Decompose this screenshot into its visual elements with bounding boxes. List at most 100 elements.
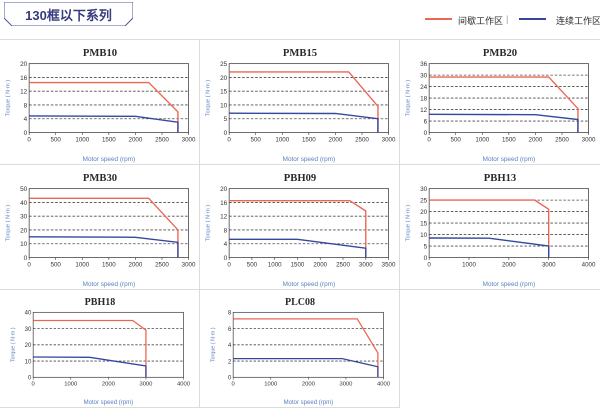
svg-text:0: 0 xyxy=(232,382,236,388)
svg-text:15: 15 xyxy=(420,221,428,228)
svg-text:Motor speed (rpm): Motor speed (rpm) xyxy=(483,281,535,288)
svg-text:Torque ( N·m ): Torque ( N·m ) xyxy=(405,80,411,117)
svg-text:15: 15 xyxy=(220,89,228,96)
svg-text:1000: 1000 xyxy=(275,136,289,143)
svg-text:1000: 1000 xyxy=(64,382,78,388)
svg-text:50: 50 xyxy=(20,186,28,193)
svg-text:30: 30 xyxy=(25,327,32,333)
svg-text:500: 500 xyxy=(251,136,262,143)
svg-text:0: 0 xyxy=(427,261,431,268)
svg-text:Motor speed (rpm): Motor speed (rpm) xyxy=(284,400,333,406)
svg-text:PMB20: PMB20 xyxy=(483,48,517,59)
svg-text:36: 36 xyxy=(420,61,428,68)
svg-text:30: 30 xyxy=(420,73,428,80)
svg-text:2000: 2000 xyxy=(129,261,143,268)
svg-text:8: 8 xyxy=(24,102,28,109)
svg-text:3000: 3000 xyxy=(359,261,373,268)
svg-text:2000: 2000 xyxy=(129,136,143,143)
svg-text:1500: 1500 xyxy=(291,261,305,268)
svg-text:2000: 2000 xyxy=(302,382,316,388)
svg-text:2500: 2500 xyxy=(155,261,169,268)
svg-text:500: 500 xyxy=(51,136,62,143)
svg-text:10: 10 xyxy=(20,241,28,248)
svg-text:3000: 3000 xyxy=(382,136,396,143)
svg-text:0: 0 xyxy=(427,136,431,143)
svg-text:2000: 2000 xyxy=(529,136,543,143)
svg-text:2000: 2000 xyxy=(102,382,116,388)
svg-text:20: 20 xyxy=(420,209,428,216)
svg-text:1500: 1500 xyxy=(502,136,516,143)
svg-text:0: 0 xyxy=(32,382,36,388)
svg-text:20: 20 xyxy=(25,343,32,349)
svg-text:10: 10 xyxy=(420,232,428,239)
svg-text:3000: 3000 xyxy=(339,382,353,388)
svg-text:500: 500 xyxy=(247,261,258,268)
svg-text:Torque ( N·m ): Torque ( N·m ) xyxy=(405,205,411,242)
svg-text:1000: 1000 xyxy=(75,261,89,268)
svg-text:3000: 3000 xyxy=(582,136,596,143)
svg-text:1500: 1500 xyxy=(102,136,116,143)
svg-text:20: 20 xyxy=(20,61,28,68)
svg-text:12: 12 xyxy=(420,107,428,114)
svg-text:2000: 2000 xyxy=(313,261,327,268)
svg-text:6: 6 xyxy=(424,118,428,125)
svg-text:0: 0 xyxy=(28,376,32,382)
svg-text:2000: 2000 xyxy=(329,136,343,143)
svg-text:2500: 2500 xyxy=(336,261,350,268)
svg-text:Motor speed (rpm): Motor speed (rpm) xyxy=(83,281,135,288)
svg-text:Torque ( N·m ): Torque ( N·m ) xyxy=(205,205,211,242)
svg-text:3000: 3000 xyxy=(182,136,196,143)
svg-text:20: 20 xyxy=(220,75,228,82)
svg-text:4000: 4000 xyxy=(177,382,191,388)
svg-text:25: 25 xyxy=(420,198,428,205)
svg-text:40: 40 xyxy=(25,311,32,317)
svg-text:PLC08: PLC08 xyxy=(285,297,315,308)
svg-text:1000: 1000 xyxy=(475,136,489,143)
svg-text:4000: 4000 xyxy=(377,382,391,388)
svg-text:2500: 2500 xyxy=(555,136,569,143)
svg-text:1500: 1500 xyxy=(102,261,116,268)
svg-text:2: 2 xyxy=(228,359,232,365)
svg-text:3000: 3000 xyxy=(139,382,153,388)
svg-text:4: 4 xyxy=(228,343,232,349)
svg-text:2500: 2500 xyxy=(155,136,169,143)
svg-text:0: 0 xyxy=(227,261,231,268)
svg-text:Torque ( N·m ): Torque ( N·m ) xyxy=(5,205,11,242)
svg-text:1500: 1500 xyxy=(302,136,316,143)
svg-text:Motor speed (rpm): Motor speed (rpm) xyxy=(283,281,335,288)
svg-text:18: 18 xyxy=(420,96,428,103)
svg-text:1000: 1000 xyxy=(268,261,282,268)
svg-text:20: 20 xyxy=(220,186,228,193)
svg-text:Torque ( N·m ): Torque ( N·m ) xyxy=(205,80,211,117)
svg-text:1000: 1000 xyxy=(264,382,278,388)
svg-text:4: 4 xyxy=(224,241,228,248)
svg-text:16: 16 xyxy=(20,75,28,82)
svg-text:24: 24 xyxy=(420,84,428,91)
svg-text:Motor speed (rpm): Motor speed (rpm) xyxy=(83,156,135,163)
svg-text:6: 6 xyxy=(228,327,232,333)
svg-text:20: 20 xyxy=(20,227,28,234)
svg-text:8: 8 xyxy=(228,311,232,317)
svg-text:PBH18: PBH18 xyxy=(85,297,116,308)
svg-text:500: 500 xyxy=(451,136,462,143)
svg-text:5: 5 xyxy=(424,243,428,250)
svg-text:PBH13: PBH13 xyxy=(484,173,516,184)
svg-text:PMB10: PMB10 xyxy=(83,48,117,59)
svg-text:PMB30: PMB30 xyxy=(83,173,117,184)
svg-text:2000: 2000 xyxy=(502,261,516,268)
svg-text:PMB15: PMB15 xyxy=(283,48,317,59)
svg-text:0: 0 xyxy=(227,136,231,143)
svg-text:12: 12 xyxy=(220,214,228,221)
svg-text:16: 16 xyxy=(220,200,228,207)
svg-text:4000: 4000 xyxy=(582,261,596,268)
svg-text:3000: 3000 xyxy=(182,261,196,268)
svg-text:Motor speed (rpm): Motor speed (rpm) xyxy=(283,156,335,163)
svg-text:10: 10 xyxy=(25,359,32,365)
svg-text:Torque ( N·m ): Torque ( N·m ) xyxy=(5,80,11,117)
svg-text:30: 30 xyxy=(20,214,28,221)
svg-text:Motor speed (rpm): Motor speed (rpm) xyxy=(483,156,535,163)
svg-text:40: 40 xyxy=(20,200,28,207)
svg-text:1000: 1000 xyxy=(75,136,89,143)
svg-text:1000: 1000 xyxy=(462,261,476,268)
svg-text:0: 0 xyxy=(27,136,31,143)
